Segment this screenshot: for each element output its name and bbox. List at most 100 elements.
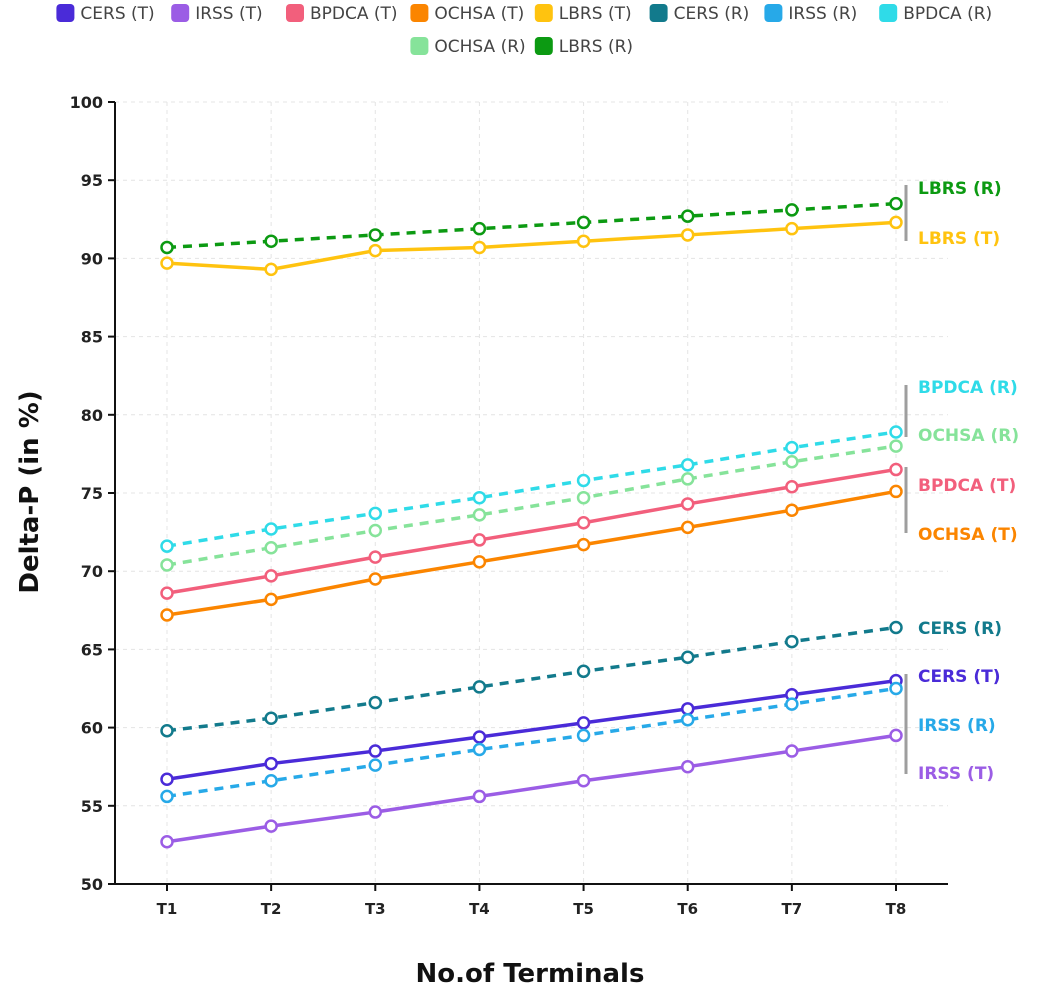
data-point xyxy=(785,221,799,236)
data-point xyxy=(785,479,799,494)
data-point xyxy=(680,497,695,511)
data-point xyxy=(264,522,278,536)
data-point xyxy=(576,490,591,505)
data-point xyxy=(889,425,903,439)
legend-item-bpdca-r[interactable]: BPDCA (R) xyxy=(879,4,992,24)
end-label-lbrs-t: LBRS (T) xyxy=(918,229,1000,249)
legend-label: BPDCA (T) xyxy=(310,4,398,24)
data-point xyxy=(576,728,591,743)
end-label-bpdca-r: BPDCA (R) xyxy=(918,378,1018,398)
x-axis-title: No.of Terminals xyxy=(416,959,645,984)
y-tick-label: 70 xyxy=(81,562,103,581)
legend-item-ochsa-t[interactable]: OCHSA (T) xyxy=(410,4,524,24)
data-point xyxy=(785,203,799,217)
end-label-irss-r: IRSS (R) xyxy=(918,716,996,736)
data-point xyxy=(680,228,695,242)
x-tick-label: T3 xyxy=(365,900,386,918)
x-tick-label: T2 xyxy=(261,900,282,918)
legend-label: IRSS (T) xyxy=(195,4,262,24)
y-tick-label: 90 xyxy=(81,249,103,268)
data-point xyxy=(889,484,903,499)
series-ochsa-t xyxy=(160,484,903,622)
legend-item-ochsa-r[interactable]: OCHSA (R) xyxy=(410,37,526,57)
legend-item-irss-t[interactable]: IRSS (T) xyxy=(171,4,263,24)
y-tick-label: 60 xyxy=(81,719,103,738)
data-point xyxy=(680,702,695,716)
data-point xyxy=(576,234,591,248)
series-line xyxy=(166,444,897,567)
end-labels: LBRS (R) LBRS (T) BPDCA (R) OCHSA (R) BPDCA … xyxy=(904,179,1019,784)
chart-series xyxy=(160,196,903,849)
data-point xyxy=(160,789,174,804)
end-label-cers-t: CERS (T) xyxy=(918,667,1000,687)
series-line xyxy=(166,467,897,595)
end-label-ochsa-r: OCHSA (R) xyxy=(918,426,1019,446)
legend-swatch xyxy=(286,4,304,22)
data-point xyxy=(368,506,383,521)
data-point xyxy=(160,723,174,738)
series-line xyxy=(166,733,897,844)
data-point xyxy=(576,537,591,552)
data-point xyxy=(472,789,487,804)
data-point xyxy=(680,759,695,774)
data-point xyxy=(785,503,799,517)
end-label-bpdca-t: BPDCA (T) xyxy=(918,476,1016,496)
y-tick-label: 80 xyxy=(81,406,103,425)
data-point xyxy=(680,650,695,664)
chart-legend: CERS (T) IRSS (T) BPDCA (T) OCHSA (T) LBRS (… xyxy=(56,4,992,57)
data-point xyxy=(264,569,278,583)
data-point xyxy=(368,805,383,819)
data-point xyxy=(472,240,487,255)
legend-label: LBRS (R) xyxy=(559,37,633,57)
data-point xyxy=(889,728,903,743)
data-point xyxy=(472,555,487,569)
data-point xyxy=(368,228,383,242)
data-point xyxy=(680,713,695,727)
series-bpdca-r xyxy=(160,425,903,553)
end-label-irss-t: IRSS (T) xyxy=(918,764,994,784)
data-point xyxy=(472,680,487,694)
end-label-cers-r: CERS (R) xyxy=(918,619,1002,639)
legend-swatch xyxy=(649,4,668,22)
data-point xyxy=(472,730,487,744)
x-tick-label: T8 xyxy=(886,900,907,918)
data-point xyxy=(264,756,278,771)
data-point xyxy=(160,586,174,600)
series-line xyxy=(166,489,897,617)
legend-swatch xyxy=(410,4,429,22)
y-axis-title: Delta-P (in %) xyxy=(15,390,45,593)
data-point xyxy=(160,539,174,553)
legend-swatch xyxy=(410,37,429,55)
series-cers-t xyxy=(160,673,903,786)
series-lbrs-t xyxy=(160,215,903,277)
data-point xyxy=(576,774,591,788)
series-line xyxy=(166,686,897,799)
data-point xyxy=(160,835,174,849)
legend-label: CERS (R) xyxy=(674,4,750,24)
y-tick-label: 65 xyxy=(81,640,103,659)
x-tick-label: T4 xyxy=(469,900,490,918)
y-tick-label: 55 xyxy=(81,797,103,816)
legend-item-bpdca-t[interactable]: BPDCA (T) xyxy=(286,4,398,24)
data-point xyxy=(472,742,487,757)
data-point xyxy=(472,533,487,547)
y-tick-label: 85 xyxy=(81,328,103,347)
data-point xyxy=(889,681,903,696)
data-point xyxy=(368,744,383,758)
data-point xyxy=(368,572,383,586)
legend-item-cers-t[interactable]: CERS (T) xyxy=(56,4,155,24)
data-point xyxy=(785,744,799,758)
data-point xyxy=(368,523,383,538)
legend-swatch xyxy=(534,4,553,22)
legend-item-lbrs-t[interactable]: LBRS (T) xyxy=(534,4,632,24)
data-point xyxy=(576,473,591,488)
legend-item-irss-r[interactable]: IRSS (R) xyxy=(764,4,857,24)
series-irss-t xyxy=(160,728,903,849)
data-point xyxy=(368,695,383,710)
data-point xyxy=(576,664,591,679)
legend-item-cers-r[interactable]: CERS (R) xyxy=(649,4,750,24)
data-point xyxy=(576,716,591,730)
data-point xyxy=(368,550,383,564)
legend-item-lbrs-r[interactable]: LBRS (R) xyxy=(534,37,633,57)
